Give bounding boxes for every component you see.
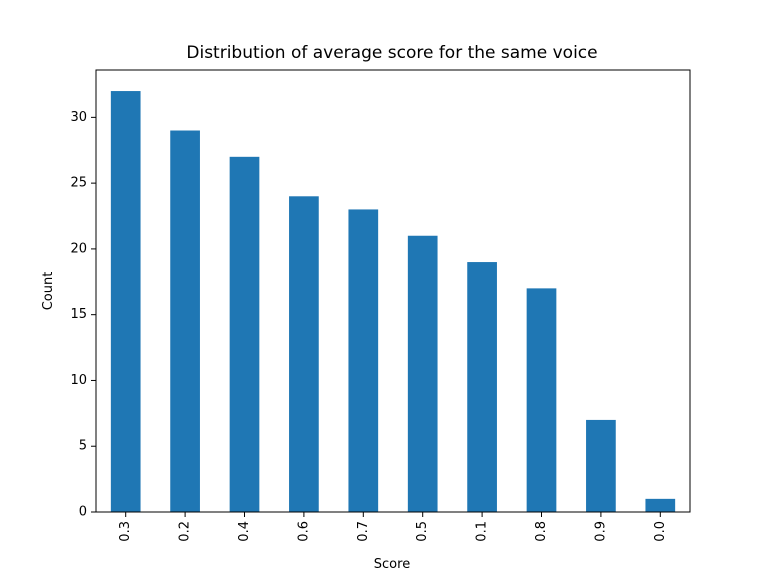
- y-tick-label-5: 5: [79, 439, 87, 454]
- x-axis-label: Score: [374, 557, 410, 572]
- x-tick-label-0.0: 0.0: [653, 521, 668, 542]
- chart-title: Distribution of average score for the sa…: [186, 43, 597, 63]
- bar-0.6: [289, 196, 319, 513]
- y-tick-label-30: 30: [70, 110, 87, 125]
- bar-0.2: [170, 130, 200, 512]
- x-tick-label-0.1: 0.1: [475, 521, 490, 542]
- x-tick-label-0.6: 0.6: [296, 521, 311, 542]
- x-tick-label-0.8: 0.8: [534, 521, 549, 542]
- bar-0.4: [229, 156, 260, 512]
- bar-0.9: [586, 419, 616, 512]
- bar-0.5: [407, 235, 438, 512]
- x-tick-label-0.5: 0.5: [415, 521, 430, 542]
- y-tick-label-10: 10: [70, 373, 87, 388]
- bar-0.8: [526, 288, 557, 512]
- plot-frame: [95, 69, 691, 513]
- x-tick-label-0.9: 0.9: [593, 521, 608, 542]
- x-axis: 0.3 0.2 0.4 0.6 0.7 0.5 0.1 0.8 0.9 0.0: [118, 512, 668, 542]
- y-tick-label-15: 15: [70, 307, 87, 322]
- y-axis-label: Count: [41, 272, 56, 311]
- y-tick-label-20: 20: [70, 241, 87, 256]
- x-tick-label-0.2: 0.2: [178, 521, 193, 542]
- x-tick-label-0.7: 0.7: [356, 521, 371, 542]
- bar-0.1: [467, 262, 497, 512]
- x-tick-label-0.4: 0.4: [237, 521, 252, 542]
- x-tick-label-0.3: 0.3: [118, 521, 133, 542]
- bar-0.0: [645, 498, 676, 512]
- bar-0.3: [110, 91, 141, 513]
- y-axis: 0 5 10 15 20 25 30: [70, 110, 96, 520]
- y-tick-label-0: 0: [79, 505, 87, 520]
- y-tick-label-25: 25: [70, 176, 87, 191]
- bar-0.7: [348, 209, 379, 512]
- bars-group: [110, 91, 676, 513]
